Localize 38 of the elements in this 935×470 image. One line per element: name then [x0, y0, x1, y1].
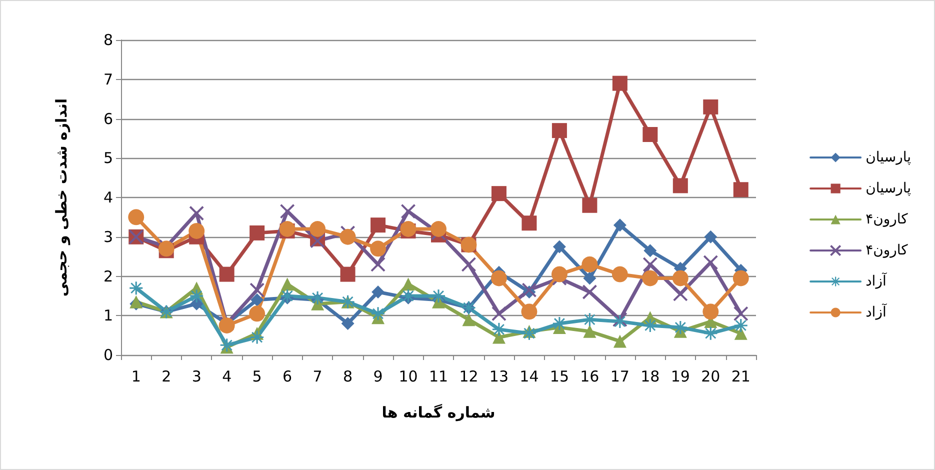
x-tick-label: 15	[550, 368, 569, 386]
y-axis-title: اندازه شدت خطی و حجمی	[52, 98, 70, 297]
legend-label: کارون۴	[866, 242, 908, 258]
x-tick-label: 9	[373, 368, 383, 386]
y-tick-label: 1	[103, 306, 113, 325]
x-tick-label: 16	[580, 368, 600, 386]
y-tick-label: 4	[103, 188, 113, 206]
x-tick-label: 3	[192, 368, 202, 386]
x-tick-label: 7	[312, 368, 322, 386]
legend-label: پارسیان	[866, 150, 912, 166]
y-tick-label: 5	[103, 149, 113, 168]
x-tick-label: 19	[670, 368, 690, 386]
x-tick-label: 2	[162, 368, 172, 386]
x-axis-title: شماره گمانه ها	[382, 404, 496, 422]
x-tick-label: 18	[640, 368, 660, 386]
y-tick-label: 6	[103, 110, 113, 128]
x-tick-label: 20	[701, 368, 720, 386]
y-tick-label: 3	[103, 228, 113, 246]
x-tick-label: 10	[398, 368, 418, 386]
legend-label: آزاد	[866, 272, 888, 290]
x-tick-label: 1	[131, 368, 141, 386]
x-tick-label: 17	[610, 368, 630, 386]
x-tick-label: 5	[252, 368, 262, 386]
legend-label: کارون۴	[866, 212, 908, 228]
legend-label: آزاد	[866, 302, 888, 320]
legend-label: پارسیان	[866, 180, 912, 196]
x-tick-label: 8	[343, 368, 353, 386]
y-tick-label: 7	[103, 70, 113, 88]
x-tick-label: 4	[222, 368, 232, 386]
x-tick-label: 14	[520, 368, 539, 386]
y-tick-label: 0	[103, 346, 113, 364]
x-tick-label: 6	[282, 368, 292, 386]
y-tick-label: 2	[103, 267, 113, 286]
x-tick-label: 12	[459, 368, 478, 386]
x-tick-label: 11	[428, 368, 448, 386]
y-tick-label: 8	[103, 31, 113, 49]
x-tick-label: 13	[489, 368, 509, 386]
x-tick-label: 21	[731, 368, 750, 386]
